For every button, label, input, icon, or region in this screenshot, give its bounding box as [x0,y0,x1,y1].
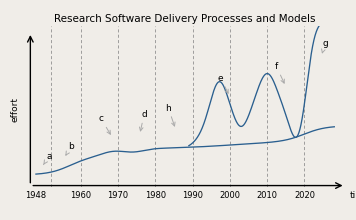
Text: a: a [43,152,52,165]
Text: effort: effort [11,97,20,122]
Text: 1960: 1960 [70,191,91,200]
Text: 1970: 1970 [108,191,129,200]
Text: time: time [349,191,356,200]
Text: 1990: 1990 [182,191,203,200]
Text: h: h [166,104,175,126]
Text: 2010: 2010 [257,191,278,200]
Text: g: g [321,39,328,53]
Text: 1948: 1948 [25,191,47,200]
Text: 1980: 1980 [145,191,166,200]
Text: c: c [99,114,110,134]
Text: 2020: 2020 [294,191,315,200]
Text: d: d [140,110,147,131]
Text: 2000: 2000 [219,191,240,200]
Text: f: f [275,62,284,83]
Text: Research Software Delivery Processes and Models: Research Software Delivery Processes and… [54,14,316,24]
Text: b: b [66,142,74,155]
Text: e: e [218,73,228,93]
